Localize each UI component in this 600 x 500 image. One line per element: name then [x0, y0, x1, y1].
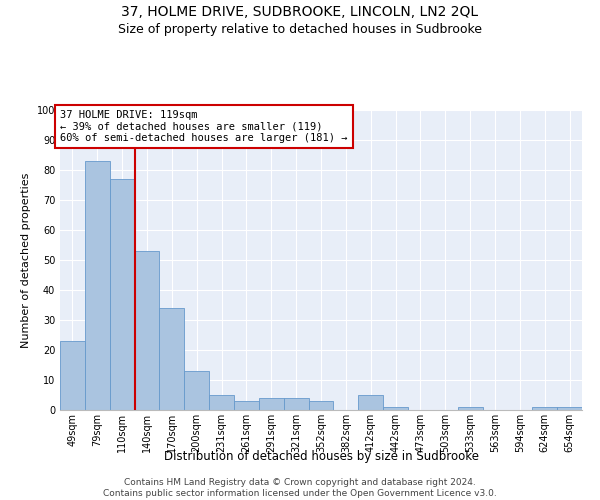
- Bar: [383, 407, 408, 410]
- Bar: [557, 407, 582, 410]
- Bar: [134, 251, 160, 410]
- Bar: [308, 401, 334, 410]
- Bar: [234, 401, 259, 410]
- Bar: [259, 398, 284, 410]
- Bar: [160, 308, 184, 410]
- Text: Distribution of detached houses by size in Sudbrooke: Distribution of detached houses by size …: [163, 450, 479, 463]
- Text: Size of property relative to detached houses in Sudbrooke: Size of property relative to detached ho…: [118, 22, 482, 36]
- Bar: [60, 341, 85, 410]
- Bar: [85, 161, 110, 410]
- Y-axis label: Number of detached properties: Number of detached properties: [21, 172, 31, 348]
- Bar: [110, 179, 134, 410]
- Bar: [209, 395, 234, 410]
- Bar: [284, 398, 308, 410]
- Text: 37, HOLME DRIVE, SUDBROOKE, LINCOLN, LN2 2QL: 37, HOLME DRIVE, SUDBROOKE, LINCOLN, LN2…: [121, 5, 479, 19]
- Bar: [184, 371, 209, 410]
- Bar: [358, 395, 383, 410]
- Bar: [532, 407, 557, 410]
- Text: Contains HM Land Registry data © Crown copyright and database right 2024.
Contai: Contains HM Land Registry data © Crown c…: [103, 478, 497, 498]
- Bar: [458, 407, 482, 410]
- Text: 37 HOLME DRIVE: 119sqm
← 39% of detached houses are smaller (119)
60% of semi-de: 37 HOLME DRIVE: 119sqm ← 39% of detached…: [60, 110, 347, 143]
